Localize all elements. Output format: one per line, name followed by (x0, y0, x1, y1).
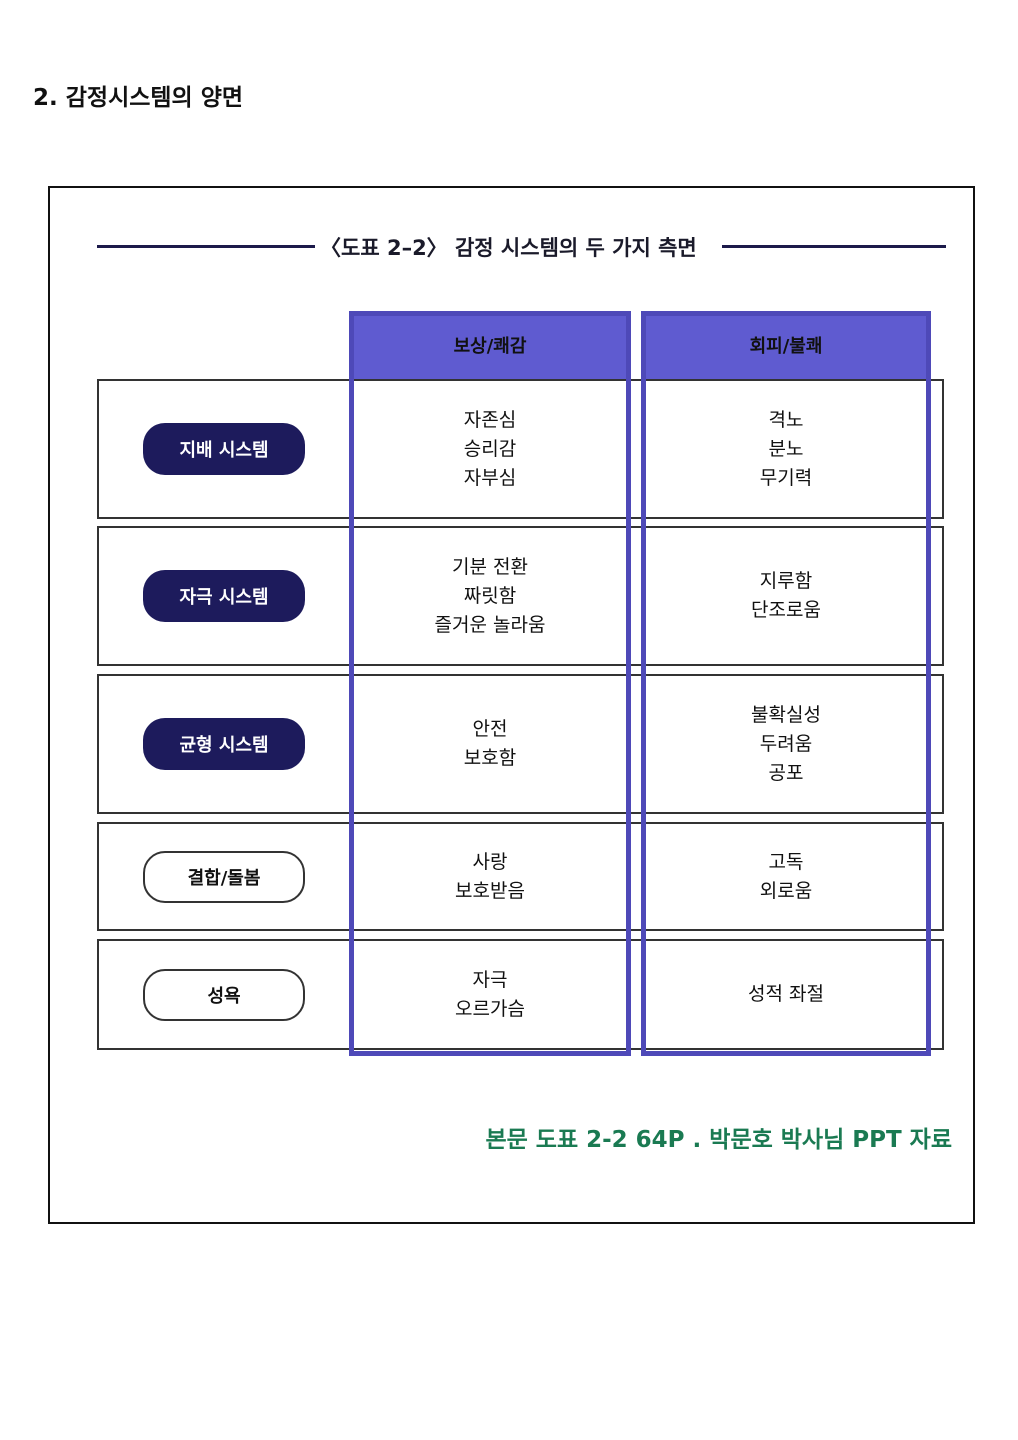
emotion-item: 두려움 (759, 732, 813, 755)
system-label: 결합/돌봄 (143, 850, 305, 903)
column-header: 회피/불쾌 (641, 311, 931, 379)
system-label: 성욕 (143, 968, 305, 1021)
title-rule-left (97, 245, 315, 248)
emotion-item: 지루함 (759, 570, 813, 592)
emotion-item: 오르가슴 (455, 997, 525, 1020)
emotion-item: 사랑 (472, 850, 508, 873)
emotion-item: 보호함 (463, 747, 517, 769)
emotion-item: 짜릿함 (463, 584, 517, 607)
emotion-item: 공포 (768, 761, 804, 784)
table-cell-avoid: 성적 좌절 (641, 939, 931, 1050)
emotion-item: 보호받음 (455, 879, 525, 902)
section-heading: 2. 감정시스템의 양면 (33, 85, 244, 111)
source-caption: 본문 도표 2-2 64P . 박문호 박사님 PPT 자료 (485, 1127, 952, 1153)
table-row (97, 822, 944, 931)
emotion-item: 단조로움 (751, 599, 821, 621)
emotion-item: 고독 (768, 850, 804, 873)
system-label: 자극 시스템 (143, 570, 305, 622)
figure-title: 〈도표 2–2〉 감정 시스템의 두 가지 측면 (320, 236, 697, 260)
emotion-item: 자존심 (463, 408, 517, 431)
emotion-item: 불확실성 (751, 703, 821, 726)
emotion-item: 성적 좌절 (748, 983, 824, 1005)
system-label: 균형 시스템 (143, 718, 305, 770)
title-rule-right (722, 245, 946, 248)
emotion-item: 격노 (768, 408, 804, 431)
table-row (97, 939, 944, 1050)
column-header: 보상/쾌감 (349, 311, 631, 379)
table-row (97, 674, 944, 814)
emotion-item: 안전 (472, 718, 508, 740)
emotion-item: 즐거운 놀라움 (434, 613, 546, 636)
figure-frame (48, 186, 975, 1224)
column-frame (641, 311, 931, 1056)
table-row (97, 379, 944, 519)
emotion-item: 자극 (472, 968, 508, 991)
emotion-item: 외로움 (759, 879, 813, 902)
emotion-item: 무기력 (759, 466, 813, 489)
emotion-item: 자부심 (463, 466, 517, 489)
emotion-item: 분노 (768, 437, 804, 460)
emotion-item: 승리감 (463, 437, 517, 460)
system-label: 지배 시스템 (143, 423, 305, 475)
table-row (97, 526, 944, 666)
column-frame (349, 311, 631, 1056)
emotion-item: 기분 전환 (452, 555, 528, 578)
